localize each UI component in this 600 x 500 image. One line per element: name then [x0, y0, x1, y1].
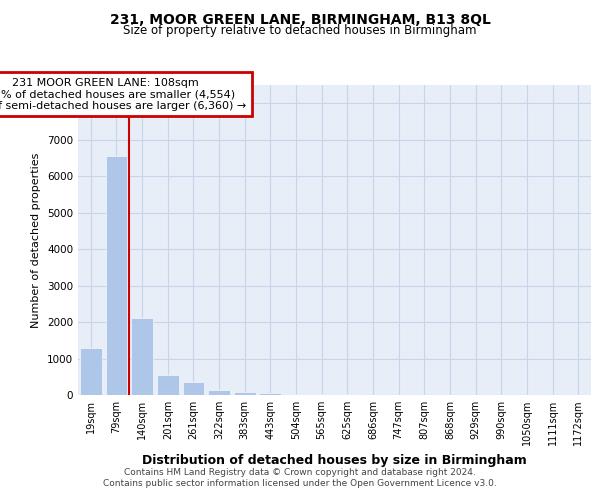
Text: Contains HM Land Registry data © Crown copyright and database right 2024.
Contai: Contains HM Land Registry data © Crown c…: [103, 468, 497, 487]
Bar: [131, 318, 153, 395]
Y-axis label: Number of detached properties: Number of detached properties: [31, 152, 41, 328]
Bar: [259, 393, 281, 395]
Bar: [208, 390, 230, 395]
Bar: [234, 392, 256, 395]
Text: 231, MOOR GREEN LANE, BIRMINGHAM, B13 8QL: 231, MOOR GREEN LANE, BIRMINGHAM, B13 8Q…: [110, 12, 490, 26]
Text: 231 MOOR GREEN LANE: 108sqm
← 41% of detached houses are smaller (4,554)
58% of : 231 MOOR GREEN LANE: 108sqm ← 41% of det…: [0, 78, 247, 110]
Bar: [285, 394, 307, 395]
Bar: [80, 348, 102, 395]
Bar: [182, 382, 205, 395]
X-axis label: Distribution of detached houses by size in Birmingham: Distribution of detached houses by size …: [142, 454, 527, 466]
Bar: [311, 394, 332, 395]
Bar: [337, 394, 358, 395]
Bar: [157, 375, 179, 395]
Text: Size of property relative to detached houses in Birmingham: Size of property relative to detached ho…: [123, 24, 477, 37]
Bar: [106, 156, 127, 395]
